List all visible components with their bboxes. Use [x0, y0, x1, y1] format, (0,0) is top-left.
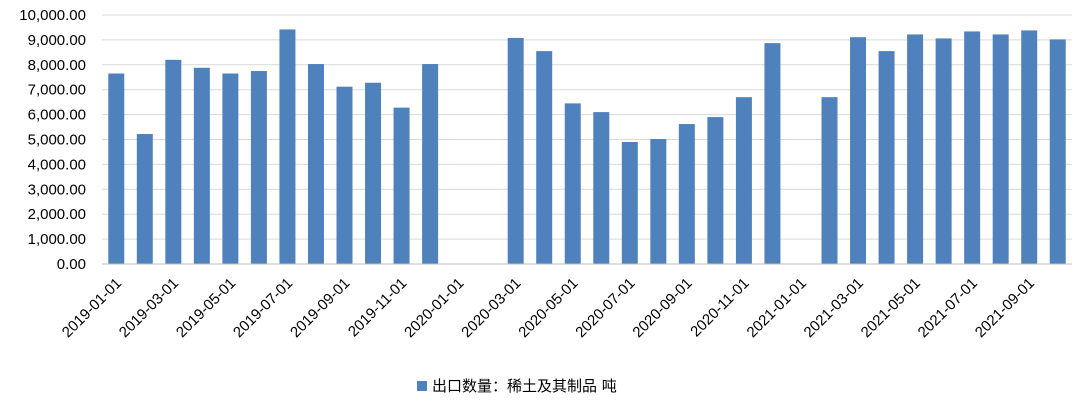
y-tick-label: 2,000.00 [28, 206, 86, 223]
y-tick-label: 5,000.00 [28, 132, 86, 149]
x-tick-label: 2020-03-01 [458, 275, 524, 341]
bar [108, 74, 124, 264]
x-tick-label: 2020-05-01 [515, 275, 581, 341]
legend-swatch [417, 381, 427, 391]
bar [279, 29, 295, 264]
bar [850, 37, 866, 264]
x-tick-label: 2019-07-01 [230, 275, 296, 341]
bar [993, 34, 1009, 264]
y-tick-label: 7,000.00 [28, 82, 86, 99]
bar [593, 112, 609, 264]
x-tick-label: 2020-11-01 [687, 275, 752, 340]
bar [707, 117, 723, 264]
bar [536, 51, 552, 264]
x-tick-label: 2019-09-01 [287, 275, 353, 341]
y-tick-label: 0.00 [57, 256, 86, 273]
bar [936, 38, 952, 264]
bar [907, 34, 923, 264]
bar [964, 31, 980, 264]
x-tick-label: 2021-01-01 [744, 275, 810, 341]
bar [679, 124, 695, 264]
x-tick-label: 2021-05-01 [858, 275, 924, 341]
bar [565, 103, 581, 264]
x-axis: 2019-01-012019-03-012019-05-012019-07-01… [59, 264, 1072, 341]
bar [337, 87, 353, 264]
x-tick-label: 2019-05-01 [173, 275, 239, 341]
bar [394, 108, 410, 264]
y-axis: 0.00 1,000.00 2,000.00 3,000.00 4,000.00 5,00… [19, 7, 86, 273]
bar [165, 60, 181, 264]
x-tick-label: 2021-03-01 [801, 275, 867, 341]
legend-label: 出口数量：稀土及其制品 吨 [432, 377, 617, 395]
x-tick-label: 2019-11-01 [345, 275, 410, 340]
bar [137, 134, 153, 264]
bar [622, 142, 638, 264]
y-tick-label: 8,000.00 [28, 57, 86, 74]
bar [736, 97, 752, 264]
bar [194, 68, 210, 264]
bar [764, 43, 780, 264]
y-tick-label: 10,000.00 [19, 7, 86, 24]
bar [222, 74, 238, 264]
y-tick-label: 3,000.00 [28, 181, 86, 198]
x-tick-label: 2020-07-01 [572, 275, 638, 341]
bar [1021, 30, 1037, 264]
x-tick-label: 2021-09-01 [972, 275, 1038, 341]
bar [422, 64, 438, 264]
bar [650, 139, 666, 264]
x-tick-label: 2020-01-01 [401, 275, 467, 341]
bar [251, 71, 267, 264]
bar [822, 97, 838, 264]
bar [879, 51, 895, 264]
gridlines [102, 15, 1072, 264]
x-tick-label: 2019-01-01 [59, 275, 125, 341]
y-tick-label: 4,000.00 [28, 156, 86, 173]
x-tick-label: 2020-09-01 [629, 275, 695, 341]
legend: 出口数量：稀土及其制品 吨 [417, 377, 617, 395]
y-tick-label: 9,000.00 [28, 32, 86, 49]
bar [1050, 39, 1066, 264]
y-tick-label: 1,000.00 [28, 231, 86, 248]
bar [365, 83, 381, 264]
x-tick-label: 2019-03-01 [116, 275, 182, 341]
x-tick-label: 2021-07-01 [915, 275, 981, 341]
bar [308, 64, 324, 264]
y-tick-label: 6,000.00 [28, 107, 86, 124]
bar [508, 38, 524, 264]
